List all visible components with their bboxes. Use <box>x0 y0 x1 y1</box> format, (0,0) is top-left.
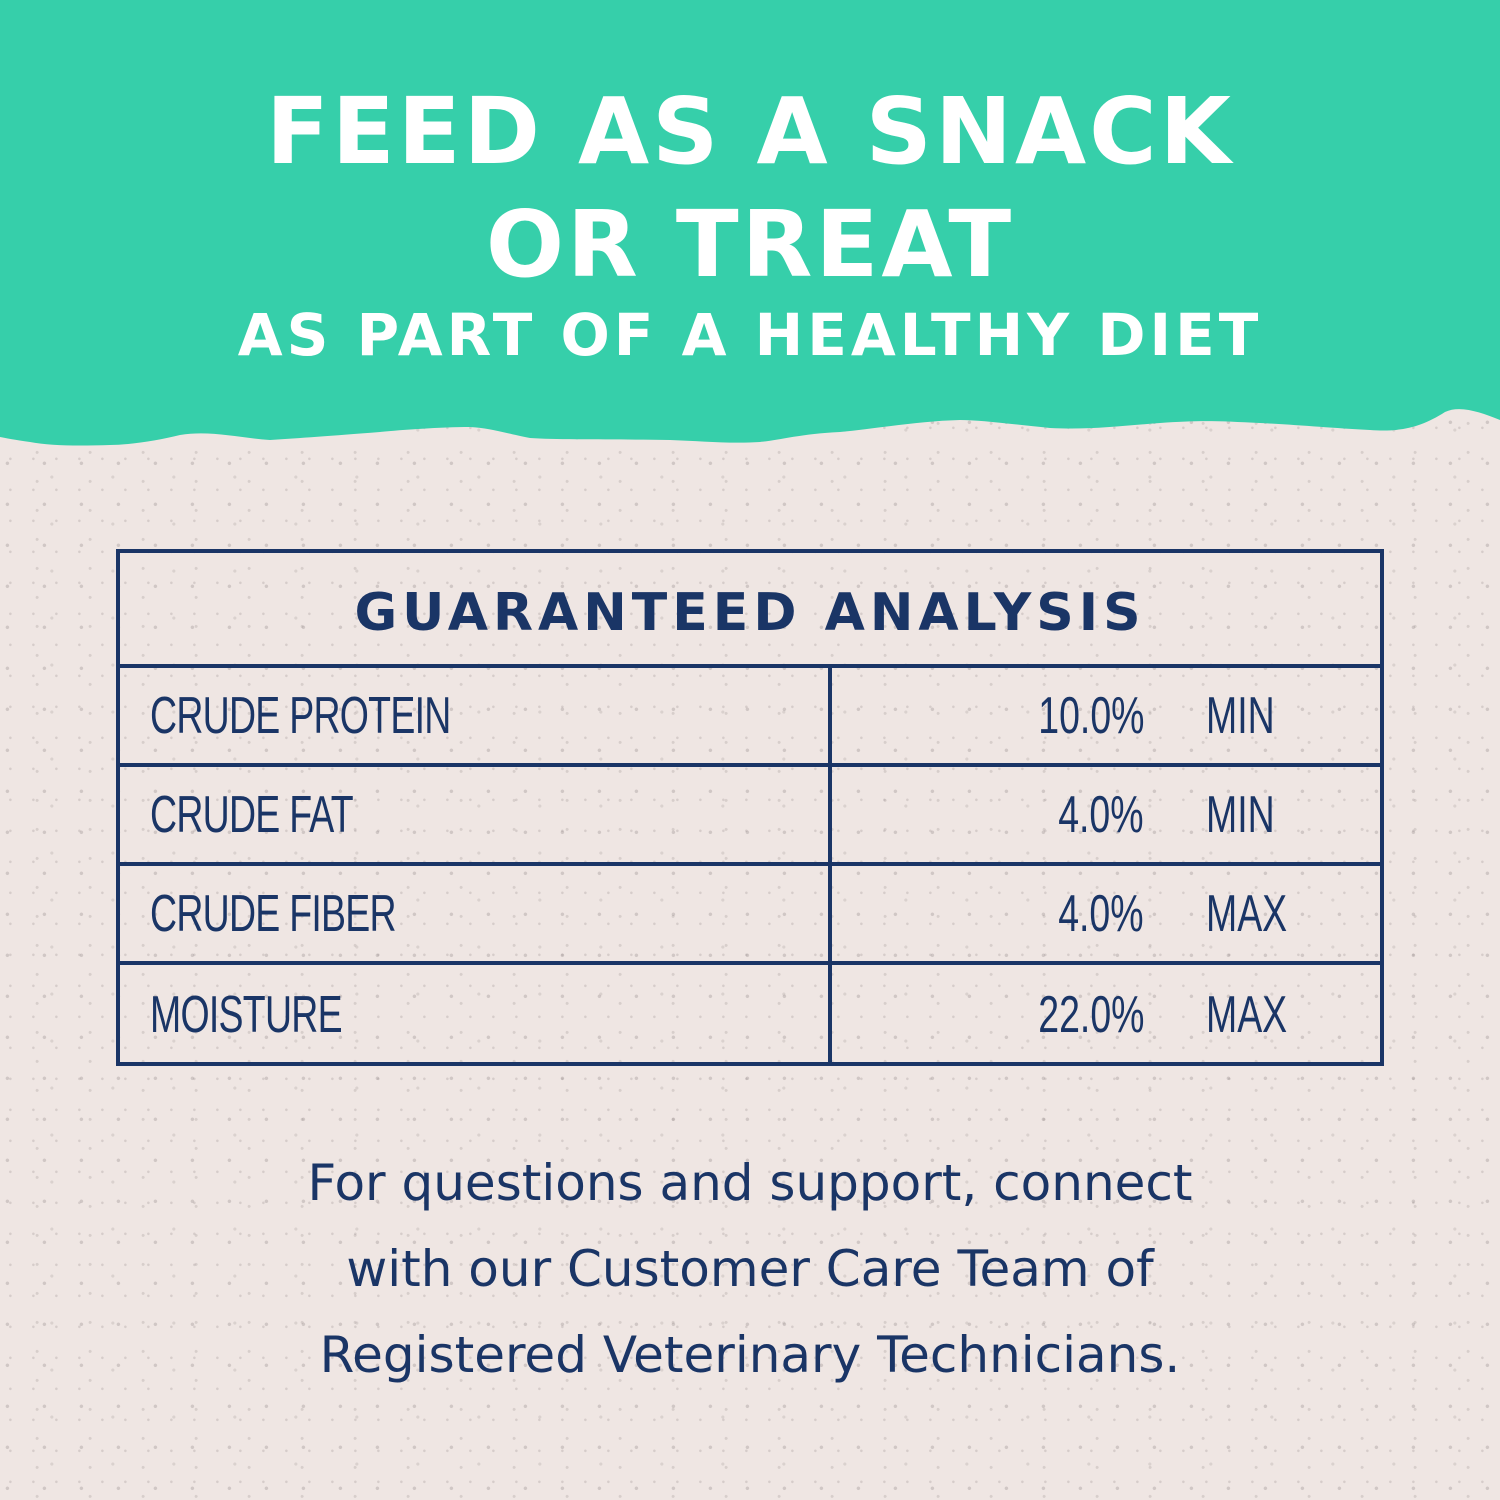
customer-care-note: For questions and support, connect with … <box>150 1140 1350 1398</box>
nutrient-name: MOISTURE <box>150 985 343 1044</box>
nutrient-name: CRUDE FIBER <box>150 884 397 943</box>
nutrient-name: CRUDE FAT <box>150 785 354 844</box>
nutrient-value: 22.0% <box>1037 985 1144 1044</box>
footer-line-3: Registered Veterinary Technicians. <box>319 1326 1181 1384</box>
headline-line-2: OR TREAT <box>485 191 1015 298</box>
footer-line-1: For questions and support, connect <box>307 1154 1193 1212</box>
nutrient-unit: MAX <box>1206 884 1288 943</box>
headline-line-1: FEED AS A SNACK <box>266 78 1234 185</box>
guaranteed-analysis-table: GUARANTEED ANALYSIS CRUDE PROTEIN 10.0% … <box>116 549 1384 1066</box>
nutrient-name: CRUDE PROTEIN <box>150 686 451 745</box>
nutrient-unit: MIN <box>1206 686 1275 745</box>
table-row: CRUDE FIBER 4.0% MAX <box>120 866 1380 965</box>
table-row: CRUDE FAT 4.0% MIN <box>120 767 1380 866</box>
torn-edge-shape <box>0 0 1500 446</box>
teal-header-band: FEED AS A SNACK OR TREAT AS PART OF A HE… <box>0 0 1500 470</box>
table-row: MOISTURE 22.0% MAX <box>120 965 1380 1064</box>
footer-line-2: with our Customer Care Team of <box>346 1240 1154 1298</box>
nutrient-unit: MAX <box>1206 985 1288 1044</box>
nutrient-unit: MIN <box>1206 785 1275 844</box>
table-row: CRUDE PROTEIN 10.0% MIN <box>120 668 1380 767</box>
table-title: GUARANTEED ANALYSIS <box>120 553 1380 668</box>
nutrient-value: 10.0% <box>1037 686 1144 745</box>
headline-subline: AS PART OF A HEALTHY DIET <box>237 301 1263 369</box>
nutrient-value: 4.0% <box>1058 785 1144 844</box>
nutrient-value: 4.0% <box>1058 884 1144 943</box>
